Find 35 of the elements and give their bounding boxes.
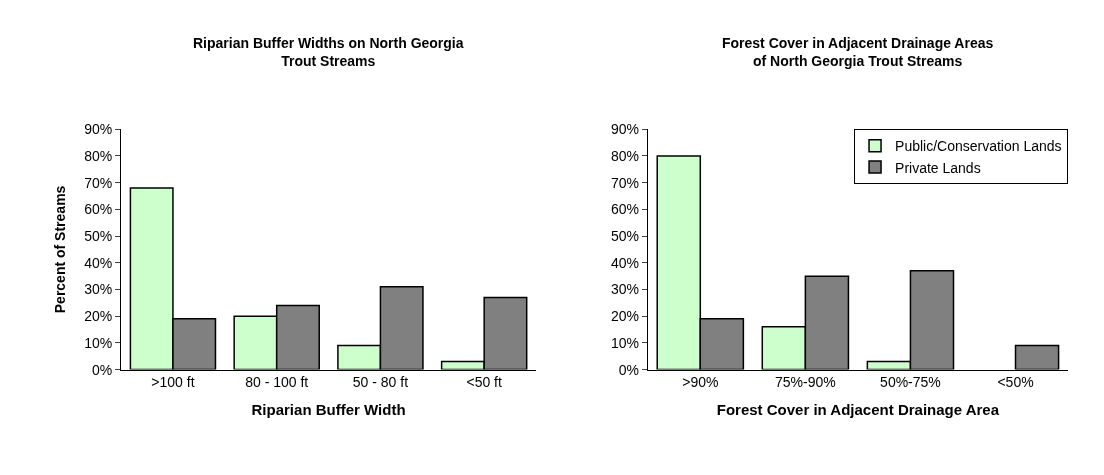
- chart-title: Forest Cover in Adjacent Drainage Areas of North Georgia Trout Streams: [722, 35, 994, 70]
- y-tick-label: 70%: [610, 174, 639, 191]
- y-tick-label: 40%: [84, 254, 113, 271]
- y-tick-label: 30%: [84, 281, 113, 298]
- x-tick-label: 80 - 100 ft: [245, 374, 309, 391]
- x-tick-label: <50 ft: [466, 374, 502, 391]
- y-tick-label: 50%: [84, 227, 113, 244]
- y-tick-label: 0%: [618, 361, 639, 378]
- x-tick-label: >90%: [682, 374, 719, 391]
- y-tick-label: 20%: [84, 308, 113, 325]
- y-tick-label: 80%: [610, 147, 639, 164]
- x-tick-label: 50 - 80 ft: [352, 374, 409, 391]
- y-tick-label: 40%: [610, 254, 639, 271]
- y-axis-title: Percent of Streams: [51, 185, 68, 314]
- x-tick-label: >100 ft: [151, 374, 195, 391]
- x-tick-label: 75%-90%: [775, 374, 836, 391]
- y-tick-label: 90%: [84, 121, 113, 138]
- x-axis-title: Riparian Buffer Width: [251, 401, 406, 419]
- y-tick-label: 20%: [610, 308, 639, 325]
- chart-title: Riparian Buffer Widths on North Georgia Trout Streams: [193, 35, 464, 70]
- x-tick-label: <50%: [997, 374, 1034, 391]
- y-tick-label: 90%: [610, 121, 639, 138]
- y-tick-label: 30%: [610, 281, 639, 298]
- y-tick-label: 60%: [610, 201, 639, 218]
- x-axis-title: Forest Cover in Adjacent Drainage Area: [716, 401, 1000, 419]
- legend-label: Private Lands: [895, 159, 981, 176]
- y-tick-label: 10%: [84, 334, 113, 351]
- x-tick-label: 50%-75%: [880, 374, 941, 391]
- legend-label: Public/Conservation Lands: [895, 138, 1062, 155]
- y-tick-label: 0%: [92, 361, 113, 378]
- y-tick-label: 60%: [84, 201, 113, 218]
- y-tick-label: 80%: [84, 147, 113, 164]
- y-tick-label: 50%: [610, 227, 639, 244]
- y-tick-label: 10%: [610, 334, 639, 351]
- y-tick-label: 70%: [84, 174, 113, 191]
